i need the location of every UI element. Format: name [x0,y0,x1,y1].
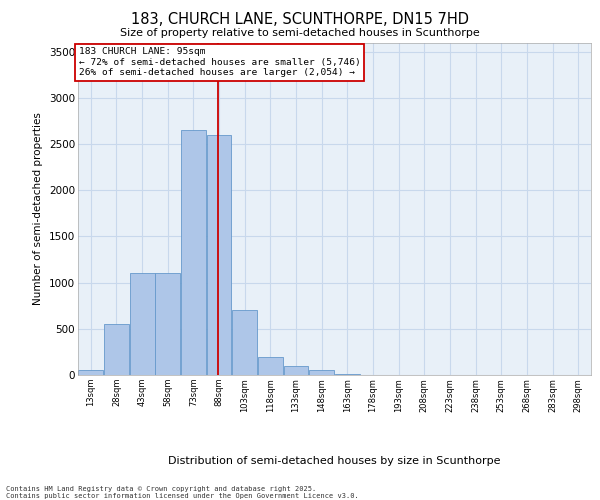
Text: Contains HM Land Registry data © Crown copyright and database right 2025.
Contai: Contains HM Land Registry data © Crown c… [6,486,359,499]
Bar [79,370,103,375]
Bar [258,356,283,375]
Bar [130,274,155,375]
Bar [181,130,206,375]
Bar [309,370,334,375]
Bar [104,324,129,375]
Bar [335,374,360,375]
X-axis label: Distribution of semi-detached houses by size in Scunthorpe: Distribution of semi-detached houses by … [168,456,501,466]
Text: 183 CHURCH LANE: 95sqm
← 72% of semi-detached houses are smaller (5,746)
26% of : 183 CHURCH LANE: 95sqm ← 72% of semi-det… [79,48,361,78]
Bar [232,310,257,375]
Text: Size of property relative to semi-detached houses in Scunthorpe: Size of property relative to semi-detach… [120,28,480,38]
Bar [206,135,232,375]
Y-axis label: Number of semi-detached properties: Number of semi-detached properties [34,112,43,305]
Bar [284,366,308,375]
Text: 183, CHURCH LANE, SCUNTHORPE, DN15 7HD: 183, CHURCH LANE, SCUNTHORPE, DN15 7HD [131,12,469,27]
Bar [155,274,180,375]
